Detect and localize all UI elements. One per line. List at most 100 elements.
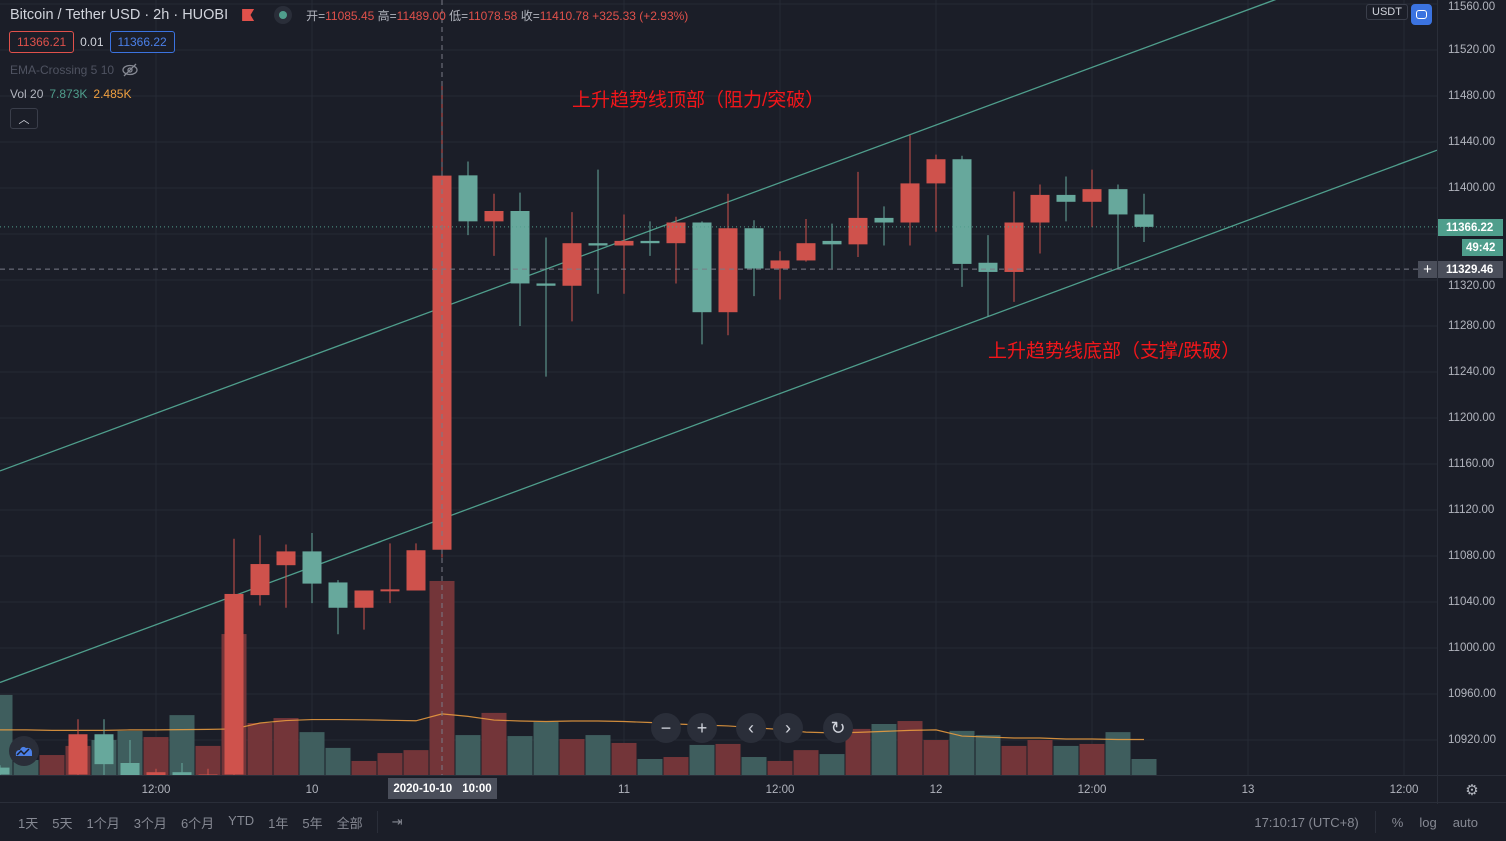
volume-bar	[637, 758, 663, 775]
price-chart-canvas[interactable]	[0, 0, 1437, 775]
time-tick-label: 11	[618, 784, 630, 796]
price-tick-label: 10920.00	[1448, 734, 1496, 746]
add-alert-plus-icon[interactable]: +	[1418, 261, 1437, 278]
reset-chart-button[interactable]: ↻	[823, 713, 853, 743]
chevron-up-icon: ︿	[18, 113, 30, 126]
scroll-left-button[interactable]: ‹	[736, 713, 766, 743]
volume-bar	[247, 723, 273, 775]
candle-body	[0, 767, 10, 775]
log-scale-toggle[interactable]: log	[1419, 814, 1437, 830]
goto-date-icon[interactable]: ⇥	[391, 814, 403, 829]
time-axis[interactable]: 12:00 13 12:00 12 12:00 11 10 12:00 2020-10-10 1…	[0, 775, 1506, 804]
range-tab[interactable]: 1年	[268, 815, 289, 831]
price-tick-label: 11560.00	[1448, 1, 1496, 13]
clock-timezone[interactable]: 17:10:17 (UTC+8)	[1254, 814, 1359, 830]
chart-background	[0, 0, 1437, 775]
volume-bar	[455, 735, 481, 775]
sell-price-button[interactable]: 11366.21	[9, 31, 75, 53]
price-axis[interactable]: 11560.00 11520.00 11480.00 11440.00 11400.00…	[1437, 0, 1506, 775]
time-tick-label: 10	[305, 784, 319, 796]
volume-bar	[715, 743, 741, 775]
time-tick-label: 12:00	[1389, 784, 1419, 796]
tradingview-logo[interactable]	[9, 736, 39, 766]
candle-body	[588, 243, 608, 246]
date-range-tabs: 1天 5天 1个月 3个月 6个月 YTD 1年 5年 全部	[18, 813, 363, 832]
range-tab[interactable]: 5天	[52, 815, 73, 831]
percent-scale-toggle[interactable]: %	[1391, 814, 1404, 830]
candle-body	[224, 593, 244, 775]
time-tick-label: 13	[1241, 784, 1255, 796]
volume-bar	[533, 722, 559, 775]
annotation-upper-trendline[interactable]: 上升趋势线顶部（阻力/突破）	[572, 90, 825, 111]
candle-body	[536, 283, 556, 286]
time-tick-label: 12	[929, 784, 943, 796]
candle-body	[640, 240, 660, 244]
volume-bar	[559, 739, 585, 775]
range-tab[interactable]: 6个月	[180, 815, 215, 831]
time-tick-label: 12:00	[1077, 784, 1107, 796]
market-status-icon[interactable]	[274, 6, 293, 24]
candle-body	[198, 774, 218, 775]
indicator-legend[interactable]: EMA-Crossing 5 10	[10, 63, 138, 77]
volume-value: 7.873K	[49, 87, 88, 101]
currency-label[interactable]: USDT	[1366, 4, 1408, 20]
range-tab[interactable]: 全部	[336, 815, 363, 831]
volume-bar	[1079, 743, 1105, 775]
volume-bar	[39, 755, 65, 775]
candle-body	[744, 228, 764, 269]
candle-body	[120, 763, 140, 775]
candle-body	[718, 228, 738, 313]
candle-body	[926, 159, 946, 184]
range-tab[interactable]: YTD	[228, 812, 255, 828]
volume-bar	[1027, 740, 1053, 775]
candle-body	[1082, 189, 1102, 202]
price-tick-label: 11200.00	[1448, 412, 1496, 424]
volume-bar	[1053, 745, 1079, 775]
zoom-in-button[interactable]: +	[687, 713, 717, 743]
flag-icon[interactable]	[242, 9, 255, 21]
bar-countdown-label: 49:42	[1462, 239, 1503, 256]
fullscreen-toggle-icon[interactable]	[1411, 4, 1432, 25]
price-tick-label: 11440.00	[1448, 136, 1496, 148]
range-tab[interactable]: 1个月	[86, 815, 120, 831]
trendline-lower	[0, 149, 1437, 684]
volume-bar	[143, 737, 169, 775]
hidden-eye-icon[interactable]	[122, 63, 138, 77]
auto-scale-toggle[interactable]: auto	[1452, 814, 1478, 830]
volume-bar	[871, 723, 897, 775]
volume-bar	[819, 754, 845, 775]
candle-body	[1056, 194, 1076, 202]
candle-body	[952, 159, 972, 264]
symbol-title[interactable]: Bitcoin / Tether USD · 2h · HUOBI	[10, 7, 229, 23]
range-tab[interactable]: 3个月	[133, 815, 167, 831]
buy-price-button[interactable]: 11366.22	[109, 31, 175, 53]
candle-body	[796, 243, 816, 261]
chart-settings-button[interactable]: ⚙	[1437, 776, 1506, 804]
range-tab[interactable]: 1天	[18, 815, 39, 831]
scroll-right-button[interactable]: ›	[773, 713, 803, 743]
price-tick-label: 11240.00	[1448, 366, 1496, 378]
candle-body	[484, 211, 504, 222]
volume-bar	[793, 750, 819, 775]
collapse-legend-button[interactable]: ︿	[10, 108, 38, 129]
candle-body	[900, 183, 920, 223]
annotation-lower-trendline[interactable]: 上升趋势线底部（支撑/跌破）	[988, 340, 1241, 362]
price-tick-label: 11400.00	[1448, 182, 1496, 194]
price-tick-label: 11120.00	[1448, 504, 1495, 516]
candle-body	[328, 582, 348, 608]
candle-body	[822, 240, 842, 245]
price-tick-label: 11160.00	[1448, 458, 1495, 470]
bottom-toolbar: 1天 5天 1个月 3个月 6个月 YTD 1年 5年 全部 ⇥ 17:10:17 (UTC+8…	[0, 803, 1506, 841]
price-tick-label: 11480.00	[1448, 90, 1496, 102]
volume-legend[interactable]: Vol 20 7.873K 2.485K	[10, 87, 132, 101]
range-tab[interactable]: 5年	[302, 815, 323, 831]
legend-header: Bitcoin / Tether USD · 2h · HUOBI 开=1108…	[10, 6, 688, 24]
volume-bar	[299, 732, 325, 775]
price-tick-label: 11040.00	[1448, 596, 1496, 608]
volume-bar	[377, 753, 403, 775]
zoom-out-button[interactable]: −	[651, 713, 681, 743]
trendline-upper	[0, 0, 1277, 472]
bid-ask-row: 11366.21 0.01 11366.22	[9, 31, 175, 53]
volume-bar	[611, 742, 637, 775]
